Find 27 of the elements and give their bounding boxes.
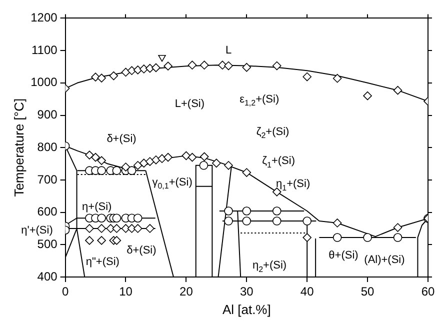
x-tick-label: 30 xyxy=(240,284,254,299)
annotation: (Al)+(Si) xyxy=(364,254,405,266)
y-tick-label: 400 xyxy=(37,269,58,284)
x-tick-label: 60 xyxy=(421,284,435,299)
annotation: η+(Si) xyxy=(82,201,112,214)
y-tick-label: 1000 xyxy=(30,75,58,90)
x-tick-label: 0 xyxy=(62,284,69,299)
text: η'+(Si) xyxy=(21,224,53,237)
y-tick-label: 1100 xyxy=(31,42,58,57)
annotation: L xyxy=(225,44,232,57)
y-tick-label: 600 xyxy=(37,204,58,219)
y-tick-label: 900 xyxy=(37,108,58,122)
x-tick-label: 40 xyxy=(300,284,314,299)
y-tick-label: 1200 xyxy=(30,10,58,25)
y-tick-label: 500 xyxy=(37,236,58,251)
annotation: L+(Si) xyxy=(174,98,205,110)
annotation: δ+(Si) xyxy=(106,133,136,146)
annotation: η"+(Si) xyxy=(86,256,120,268)
x-tick-label: 10 xyxy=(119,284,133,299)
annotation: δ+(Si) xyxy=(126,244,156,256)
x-axis-title: Al [at.%] xyxy=(222,302,271,317)
y-axis-title: Temperature [°C] xyxy=(11,98,26,197)
x-tick-label: 20 xyxy=(180,284,194,299)
y-tick-label: 700 xyxy=(37,172,58,186)
x-tick-label: 50 xyxy=(360,284,375,299)
annotation: θ+(Si) xyxy=(328,250,358,262)
y-tick-label: 800 xyxy=(37,140,58,154)
